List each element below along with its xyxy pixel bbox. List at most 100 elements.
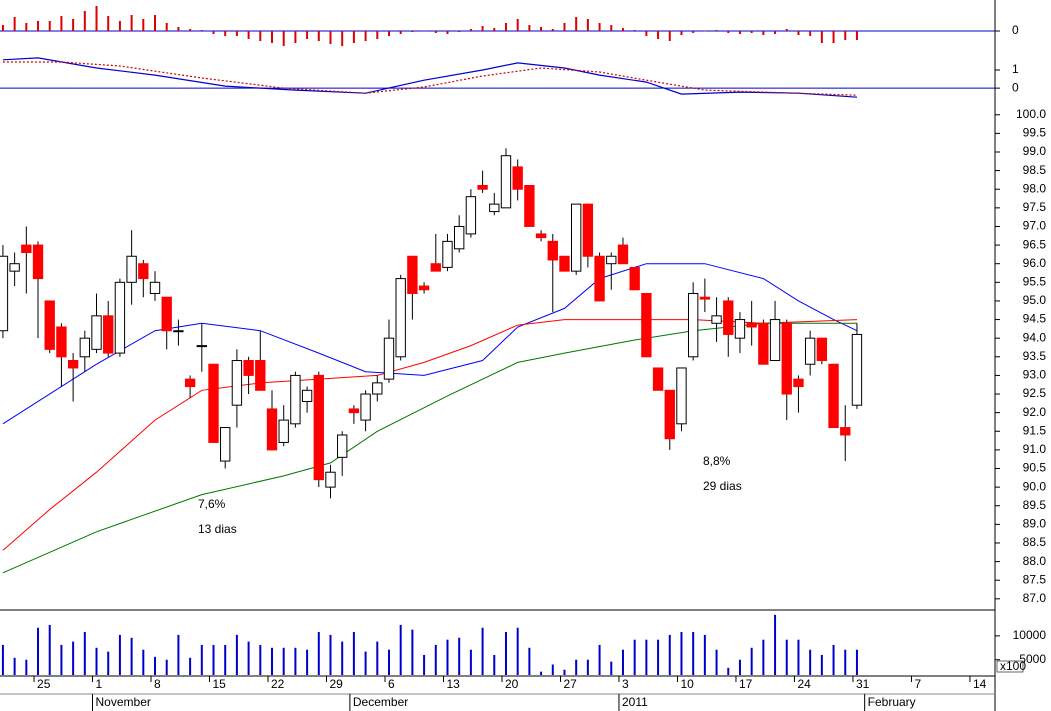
candle-body	[126, 255, 137, 283]
unit-box	[996, 660, 1024, 673]
candle-body	[804, 337, 816, 365]
x-tick-label: 17	[739, 677, 753, 691]
bar	[72, 19, 75, 31]
bar	[598, 644, 601, 675]
bar	[1, 644, 4, 675]
bar	[832, 31, 835, 43]
candle-body	[664, 389, 675, 440]
bar	[610, 25, 613, 31]
candle-body	[114, 281, 126, 354]
bar	[809, 649, 812, 675]
bar	[83, 11, 86, 31]
x-tick-label: 25	[37, 677, 51, 691]
y-tick-label: 94.0	[1023, 330, 1047, 344]
y-tick-label: 93.0	[1023, 368, 1047, 382]
bar	[154, 15, 157, 31]
candle-body	[758, 322, 769, 365]
bar	[469, 649, 472, 675]
candle-body	[243, 360, 254, 376]
x-tick-label: 1	[96, 677, 103, 691]
x-tick-label: 29	[329, 677, 343, 691]
bar	[271, 647, 274, 675]
bar	[645, 639, 648, 675]
candle-body	[734, 319, 746, 339]
x-tick-label: 24	[797, 677, 811, 691]
y-tick-label: 96.5	[1023, 237, 1047, 251]
bar	[493, 28, 496, 31]
bar	[446, 639, 449, 675]
y-tick-label: 93.5	[1023, 349, 1047, 363]
month-label: November	[96, 695, 151, 709]
bar	[481, 627, 484, 675]
bar	[469, 29, 472, 31]
candle-body	[746, 322, 757, 328]
candle-body	[606, 255, 617, 265]
candle-body	[301, 389, 313, 402]
bar	[832, 644, 835, 675]
y-tick-label: 1	[1012, 62, 1019, 76]
line	[2, 57, 858, 98]
x-tick-label: 15	[213, 677, 227, 691]
bar	[703, 31, 706, 32]
bar	[551, 29, 554, 31]
candle-body	[816, 337, 828, 362]
y-tick-label: 96.0	[1023, 256, 1047, 270]
x-tick-label: 31	[856, 677, 870, 691]
y-tick-label: 99.5	[1023, 126, 1047, 140]
bar	[235, 634, 238, 675]
bar	[645, 31, 648, 36]
bar	[83, 632, 86, 675]
candle-body	[208, 363, 219, 443]
line	[2, 61, 858, 96]
bar	[504, 23, 507, 31]
bar	[212, 31, 215, 34]
candle-body	[9, 263, 20, 272]
candle-body	[629, 266, 640, 291]
bar	[317, 31, 320, 41]
bar	[341, 31, 344, 46]
bar	[680, 31, 683, 35]
bar	[352, 632, 355, 675]
bar	[247, 31, 250, 39]
candle-body	[418, 285, 430, 291]
candle-body	[348, 408, 360, 414]
bar	[528, 647, 531, 675]
candle-body	[149, 281, 161, 294]
bar	[142, 649, 145, 675]
candle-body	[641, 292, 652, 358]
bar	[387, 31, 390, 36]
bar	[48, 21, 51, 31]
bar	[528, 25, 531, 31]
y-tick-label: 92.5	[1023, 386, 1047, 400]
bar	[516, 627, 519, 675]
candle-body	[828, 363, 839, 429]
y-tick-label: 94.5	[1023, 312, 1047, 326]
candle-body	[337, 434, 348, 458]
bar	[762, 639, 765, 675]
bar	[130, 637, 133, 675]
unit-label: x100	[1000, 659, 1026, 673]
bar	[820, 31, 823, 43]
x-tick-label: 20	[505, 677, 519, 691]
y-tick-label: 95.5	[1023, 274, 1047, 288]
bar	[434, 644, 437, 675]
bar	[411, 629, 414, 675]
bar	[48, 624, 51, 675]
moving-average	[2, 319, 858, 551]
bar	[610, 661, 613, 675]
bar	[738, 659, 741, 675]
candle-body	[220, 427, 231, 462]
y-tick-label: 95.0	[1023, 293, 1047, 307]
bar	[481, 26, 484, 31]
annotation: 29 dias	[703, 479, 742, 493]
bar	[434, 31, 437, 33]
y-tick-label: 97.0	[1023, 219, 1047, 233]
bar	[797, 639, 800, 675]
y-tick-label: 87.0	[1023, 591, 1047, 605]
bar	[306, 649, 309, 675]
y-tick-label: 90.0	[1023, 479, 1047, 493]
candle-body	[781, 322, 792, 395]
candle-body	[395, 278, 406, 358]
candle-body	[851, 333, 863, 406]
